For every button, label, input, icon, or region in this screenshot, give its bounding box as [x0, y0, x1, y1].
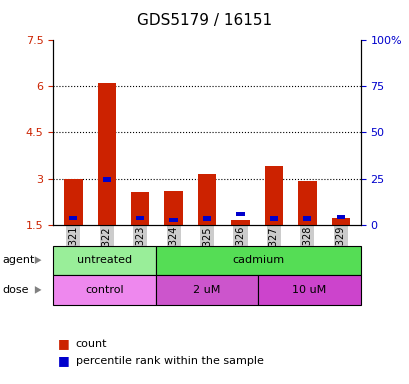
Text: ■: ■	[57, 354, 69, 367]
Bar	[269, 216, 277, 221]
Bar	[331, 218, 349, 225]
Bar	[198, 174, 216, 225]
Text: agent: agent	[2, 255, 34, 265]
Text: 2 uM: 2 uM	[193, 285, 220, 295]
Text: dose: dose	[2, 285, 29, 295]
Text: count: count	[76, 339, 107, 349]
Bar	[136, 216, 144, 220]
Bar	[297, 181, 316, 225]
Bar	[231, 220, 249, 225]
Text: ■: ■	[57, 337, 69, 350]
Bar	[236, 212, 244, 216]
Text: GDS5179 / 16151: GDS5179 / 16151	[137, 13, 272, 28]
Bar	[336, 215, 344, 219]
Bar	[164, 191, 182, 225]
Bar	[169, 218, 178, 222]
Bar	[102, 177, 111, 182]
Text: 10 uM: 10 uM	[292, 285, 326, 295]
Text: untreated: untreated	[77, 255, 132, 265]
Bar	[97, 83, 116, 225]
Bar	[264, 166, 282, 225]
Bar	[302, 216, 311, 221]
Text: percentile rank within the sample: percentile rank within the sample	[76, 356, 263, 366]
Bar	[69, 216, 77, 220]
Bar	[131, 192, 149, 225]
Text: control: control	[85, 285, 124, 295]
Bar	[202, 216, 211, 221]
Text: cadmium: cadmium	[231, 255, 284, 265]
Bar	[64, 179, 82, 225]
